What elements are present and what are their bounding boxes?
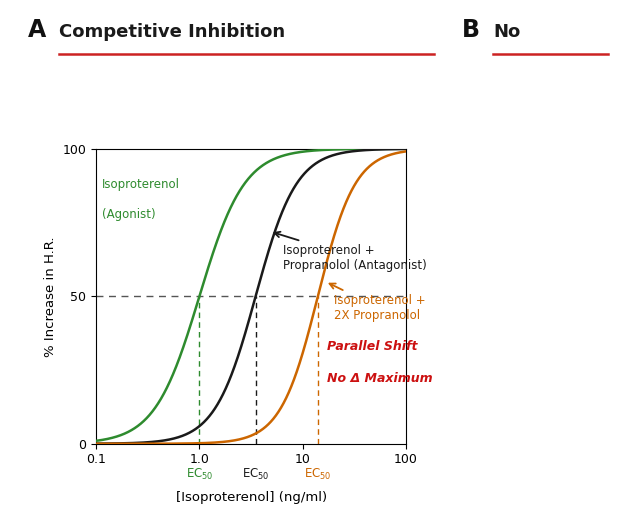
- Y-axis label: % Increase in H.R.: % Increase in H.R.: [44, 236, 57, 357]
- Text: No: No: [493, 23, 520, 41]
- Text: A: A: [28, 18, 46, 42]
- Text: B: B: [462, 18, 480, 42]
- Text: Isoproterenol +
2X Propranolol: Isoproterenol + 2X Propranolol: [330, 284, 425, 322]
- Text: Parallel Shift: Parallel Shift: [327, 340, 417, 353]
- Text: EC$_{50}$: EC$_{50}$: [185, 467, 213, 482]
- Text: EC$_{50}$: EC$_{50}$: [242, 467, 270, 482]
- X-axis label: [Isoproterenol] (ng/ml): [Isoproterenol] (ng/ml): [175, 491, 327, 504]
- Text: (Agonist): (Agonist): [102, 208, 156, 221]
- Text: No Δ Maximum: No Δ Maximum: [327, 372, 432, 385]
- Text: EC$_{50}$: EC$_{50}$: [304, 467, 332, 482]
- Text: Competitive Inhibition: Competitive Inhibition: [59, 23, 285, 41]
- Text: Isoproterenol: Isoproterenol: [102, 179, 180, 191]
- Text: Isoproterenol +
Propranolol (Antagonist): Isoproterenol + Propranolol (Antagonist): [275, 232, 427, 272]
